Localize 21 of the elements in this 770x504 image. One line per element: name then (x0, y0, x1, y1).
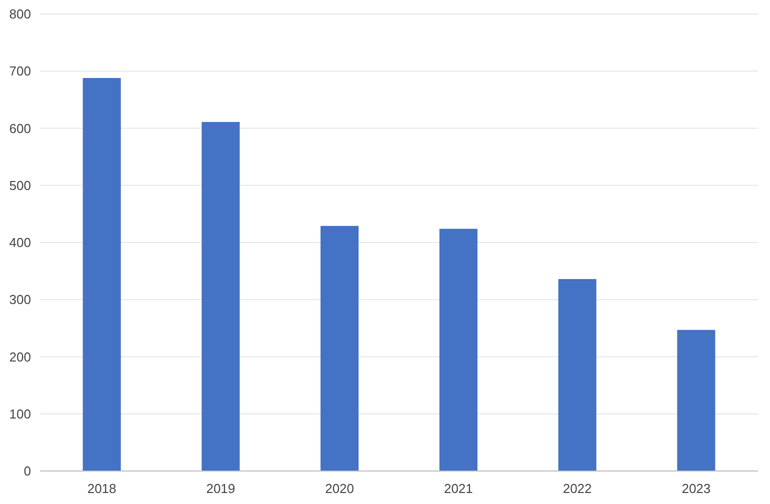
bar (558, 279, 596, 471)
y-tick-label: 0 (24, 464, 31, 479)
x-tick-label: 2021 (444, 481, 473, 496)
bar (82, 78, 121, 471)
y-tick-label: 400 (9, 235, 31, 250)
y-tick-label: 200 (9, 349, 31, 364)
y-tick-label: 500 (9, 178, 31, 193)
y-tick-label: 100 (9, 406, 31, 422)
x-tick-label: 2019 (206, 481, 236, 496)
y-tick-label: 800 (9, 6, 31, 22)
x-tick-label: 2023 (682, 481, 711, 496)
x-tick-label: 2018 (87, 481, 116, 496)
bar (439, 228, 478, 471)
y-tick-label: 700 (9, 64, 31, 79)
bar (677, 330, 716, 471)
y-tick-label: 300 (9, 292, 31, 308)
y-tick-label: 600 (9, 120, 31, 136)
bar (202, 122, 240, 471)
x-tick-label: 2020 (325, 481, 354, 496)
bar (320, 226, 359, 471)
x-tick-label: 2022 (562, 481, 592, 496)
